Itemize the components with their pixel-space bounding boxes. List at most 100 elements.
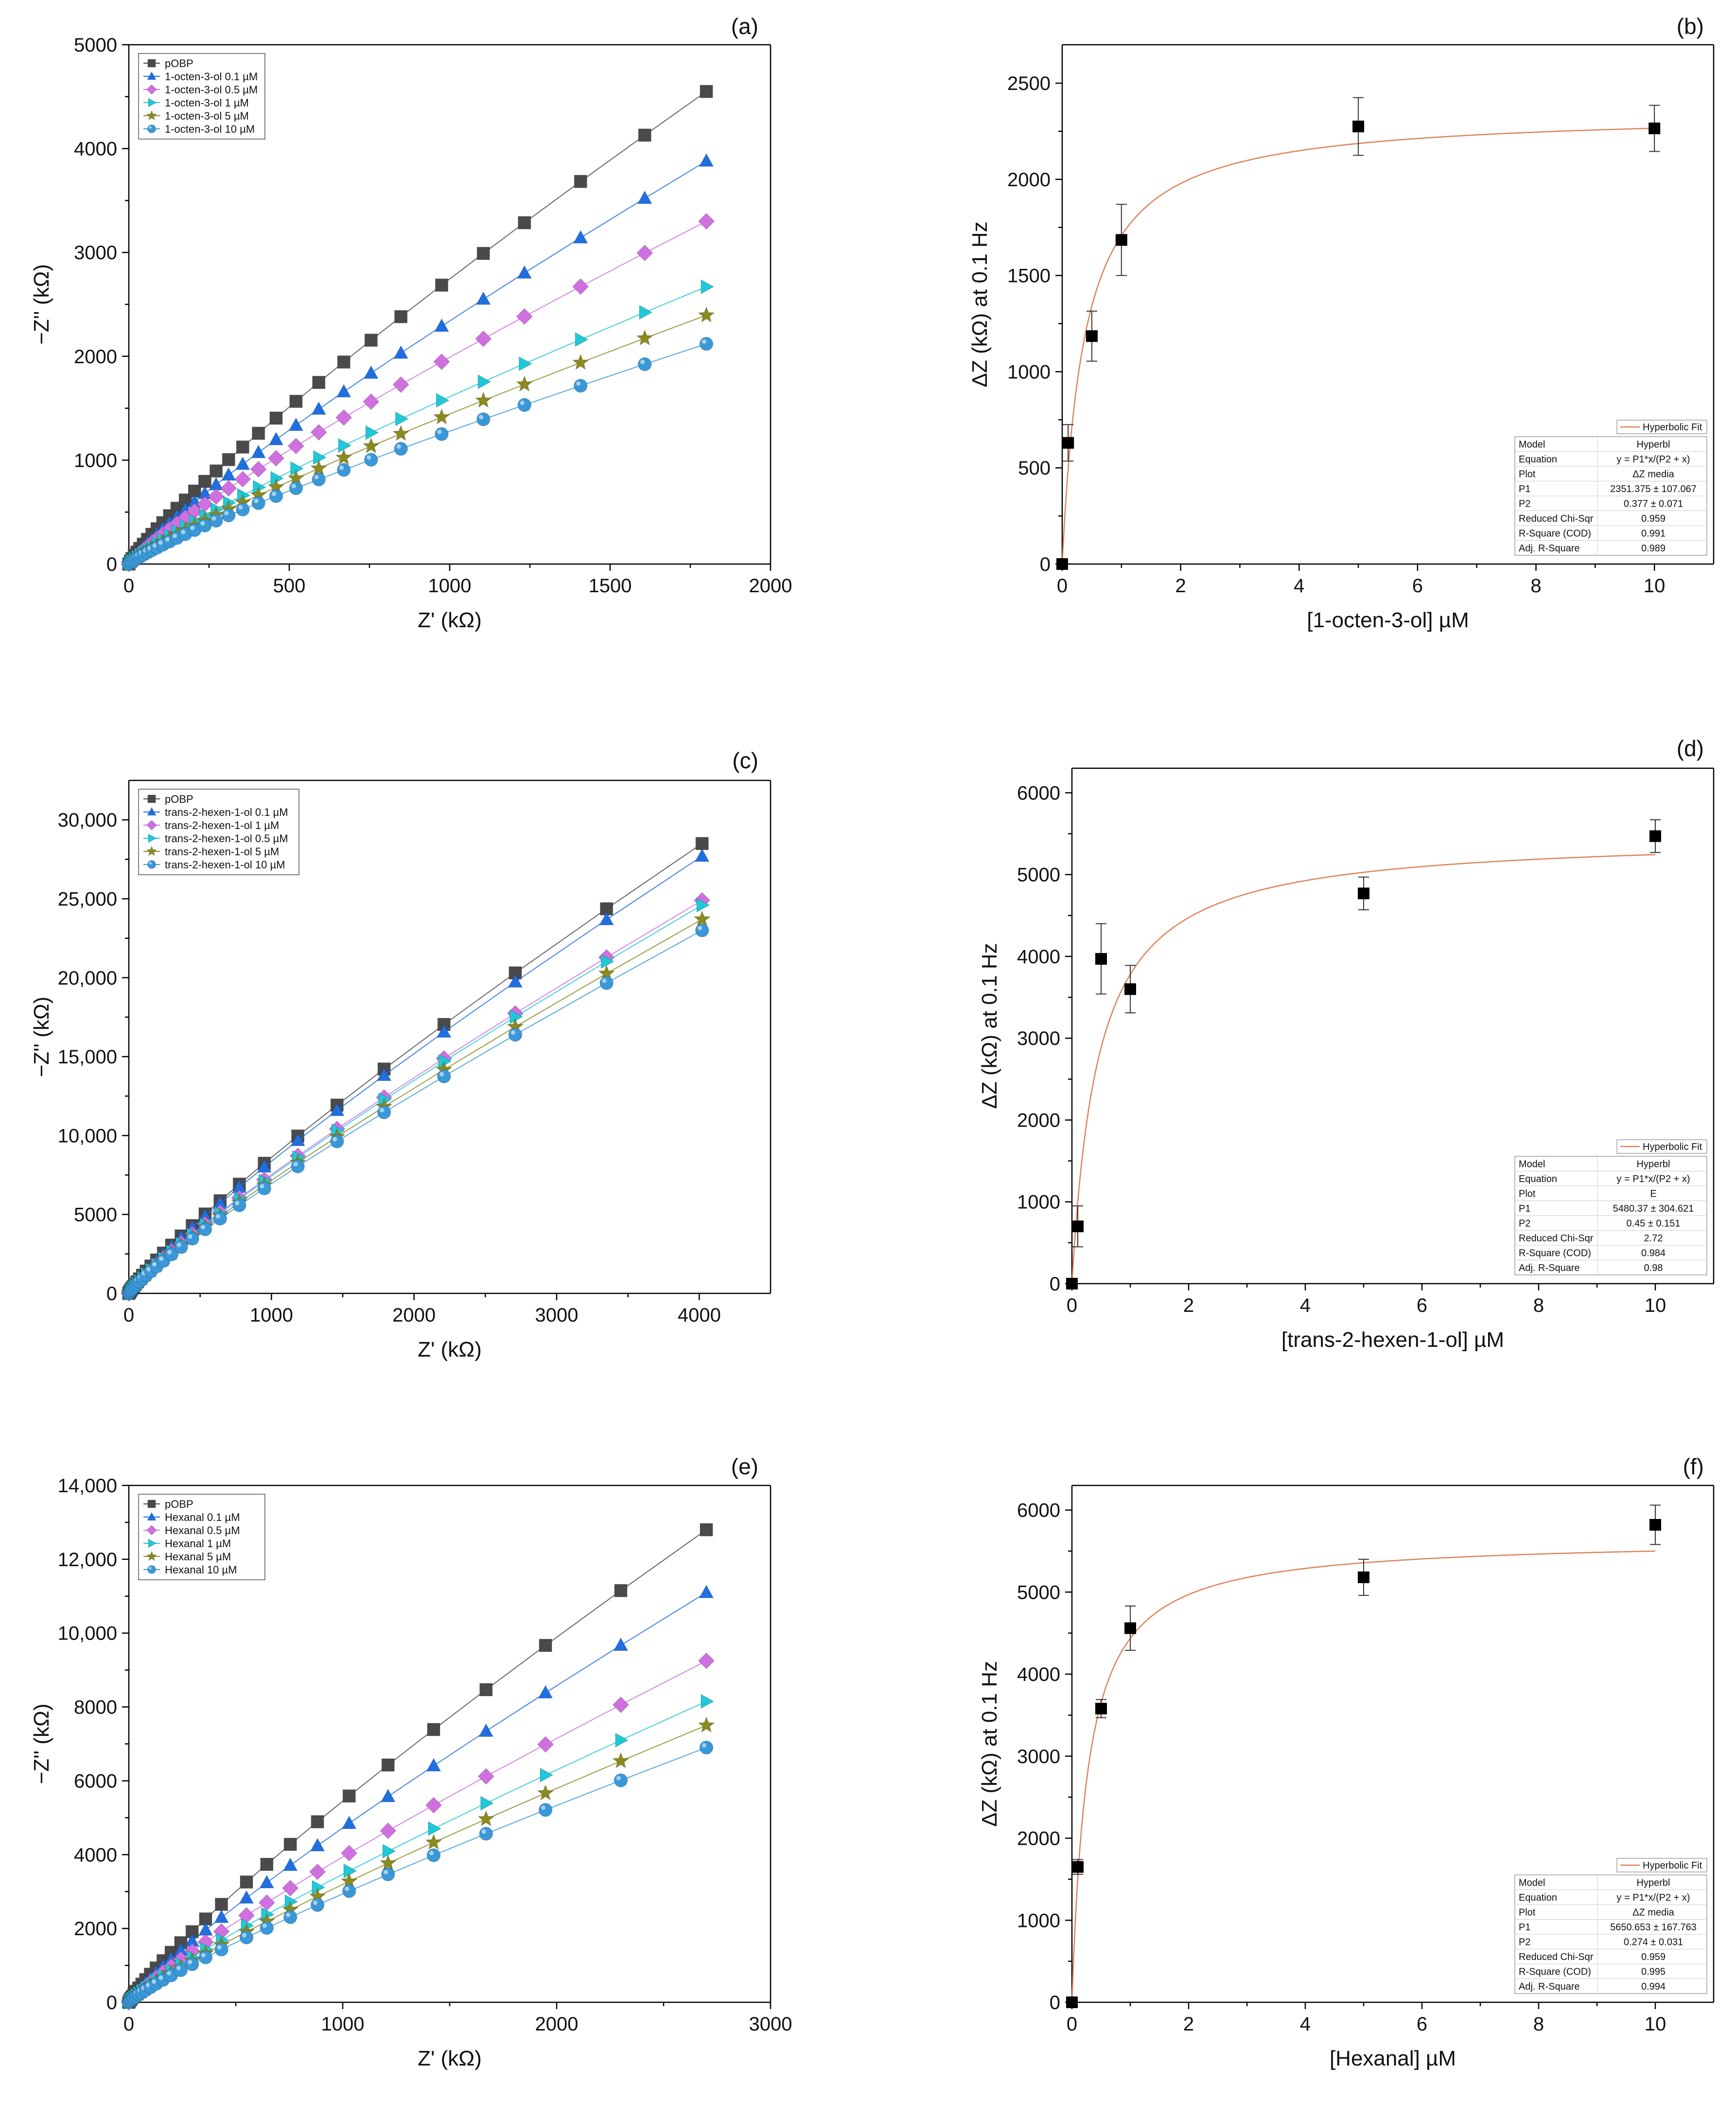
data-point: [636, 245, 653, 262]
fit-legend-label: Hyperbolic Fit: [1643, 422, 1702, 433]
fit-table-key: R-Square (COD): [1519, 1248, 1591, 1259]
data-point: [1095, 1699, 1107, 1718]
y-tick-label: 4000: [74, 139, 117, 160]
x-tick-label: 2000: [749, 575, 792, 597]
legend-item: trans-2-hexen-1-ol 1 µM: [143, 819, 279, 831]
data-point: [312, 376, 326, 389]
fit-table-key: P1: [1519, 1203, 1530, 1214]
y-tick-label: 0: [106, 554, 117, 575]
legend-marker-shine: [149, 1567, 152, 1570]
data-point: [236, 440, 249, 454]
data-point: [574, 379, 588, 393]
data-point: [342, 1789, 356, 1803]
data-point-shine: [158, 1975, 163, 1980]
panel-label: (b): [1677, 14, 1704, 39]
x-tick-label: 8: [1533, 2013, 1544, 2035]
y-tick-label: 2000: [74, 1918, 117, 1940]
data-point: [698, 306, 715, 323]
data-point: [519, 356, 532, 371]
fit-table-value: ΔZ media: [1632, 469, 1674, 480]
data-point: [335, 409, 352, 426]
x-tick-label: 2: [1183, 2013, 1194, 2035]
data-point: [289, 481, 303, 495]
data-point: [250, 461, 267, 477]
data-point: [174, 1240, 188, 1254]
x-tick-label: 1000: [250, 1305, 293, 1326]
data-point-shine: [616, 1776, 621, 1781]
fit-table-key: R-Square (COD): [1519, 1967, 1591, 1977]
data-point-shine: [260, 1183, 264, 1189]
data-point: [364, 334, 378, 347]
data-point-shine: [437, 429, 442, 434]
data-point-shine: [176, 1965, 181, 1970]
data-point: [517, 265, 532, 279]
fit-table-value: 0.994: [1641, 1981, 1666, 1992]
data-point-shine: [379, 1108, 385, 1112]
fit-table-value: 0.959: [1641, 513, 1666, 524]
legend-item: trans-2-hexen-1-ol 5 µM: [143, 846, 279, 858]
plot-frame: 0 2 4 6 8 10 0 1000 2000 3000 4000 5000 6000 [trans-2…: [978, 736, 1715, 1352]
legend-item: pOBP: [143, 1498, 193, 1510]
data-point-shine: [224, 511, 229, 515]
data-point: [251, 496, 265, 510]
data-point: [1648, 105, 1661, 152]
data-point: [394, 441, 408, 456]
data-point: [573, 230, 588, 244]
data-point: [612, 1752, 630, 1768]
series-trans-2-hexen-1-ol-10-m: [122, 923, 709, 1301]
data-point: [695, 848, 710, 862]
y-tick-label: 5000: [74, 1204, 117, 1226]
data-point: [572, 278, 589, 295]
y-tick-label: 2000: [1017, 1828, 1060, 1850]
x-tick-label: 1000: [321, 2013, 365, 2035]
fit-table-value: 5650.653 ± 167.763: [1610, 1922, 1697, 1933]
data-point: [572, 353, 589, 370]
legend-label: Hexanal 0.1 µM: [165, 1511, 240, 1523]
fit-table-key: Equation: [1519, 1892, 1557, 1903]
data-point: [508, 1027, 523, 1042]
legend-item: 1-octen-3-ol 0.5 µM: [143, 84, 258, 96]
fit-table-value: 0.991: [1641, 529, 1666, 539]
y-tick-label: 1000: [1017, 1910, 1060, 1931]
data-point: [1066, 1996, 1078, 2008]
x-tick-label: 8: [1533, 1295, 1544, 1316]
data-point-shine: [146, 1982, 151, 1987]
series-line: [128, 1725, 707, 2003]
data-point: [310, 1898, 325, 1912]
data-point: [341, 1845, 358, 1862]
x-tick-label: 6: [1412, 575, 1423, 597]
x-axis-title: [Hexanal] µM: [1330, 2047, 1456, 2070]
data-point-shine: [345, 1887, 350, 1891]
data-point: [287, 438, 304, 455]
fit-table-key: Model: [1519, 440, 1545, 450]
data-point: [478, 1723, 493, 1737]
data-marker: [1086, 330, 1098, 342]
data-point: [1352, 97, 1365, 156]
legend-box: [138, 789, 299, 875]
legend-item: 1-octen-3-ol 0.1 µM: [143, 71, 258, 83]
legend-label: 1-octen-3-ol 5 µM: [165, 110, 249, 122]
panel-label: (c): [732, 748, 758, 773]
fit-legend-label: Hyperbolic Fit: [1643, 1860, 1702, 1871]
fit-table-value: 5480.37 ± 304.621: [1613, 1203, 1694, 1214]
fit-table-value: ΔZ media: [1632, 1907, 1674, 1918]
data-point: [477, 374, 491, 389]
fit-table-value: E: [1650, 1189, 1656, 1200]
series-1-octen-3-ol-1-m: [123, 279, 714, 572]
data-point: [313, 450, 327, 465]
fit-table-key: Plot: [1519, 1907, 1536, 1918]
fit-legend-table: Hyperbolic Fit Model Hyperbl Equation y = P1…: [1514, 1858, 1707, 1994]
data-point: [1115, 204, 1127, 276]
fit-table-value: 0.45 ± 0.151: [1626, 1218, 1680, 1229]
data-point: [283, 1910, 298, 1924]
data-point: [240, 1875, 253, 1889]
data-marker: [1056, 558, 1068, 570]
data-point-shine: [254, 498, 259, 503]
series-line: [128, 855, 702, 1294]
legend-marker: [147, 59, 156, 68]
y-tick-label: 2000: [1007, 169, 1051, 191]
fit-table-key: Model: [1519, 1159, 1545, 1170]
y-tick-label: 30,000: [58, 810, 117, 831]
